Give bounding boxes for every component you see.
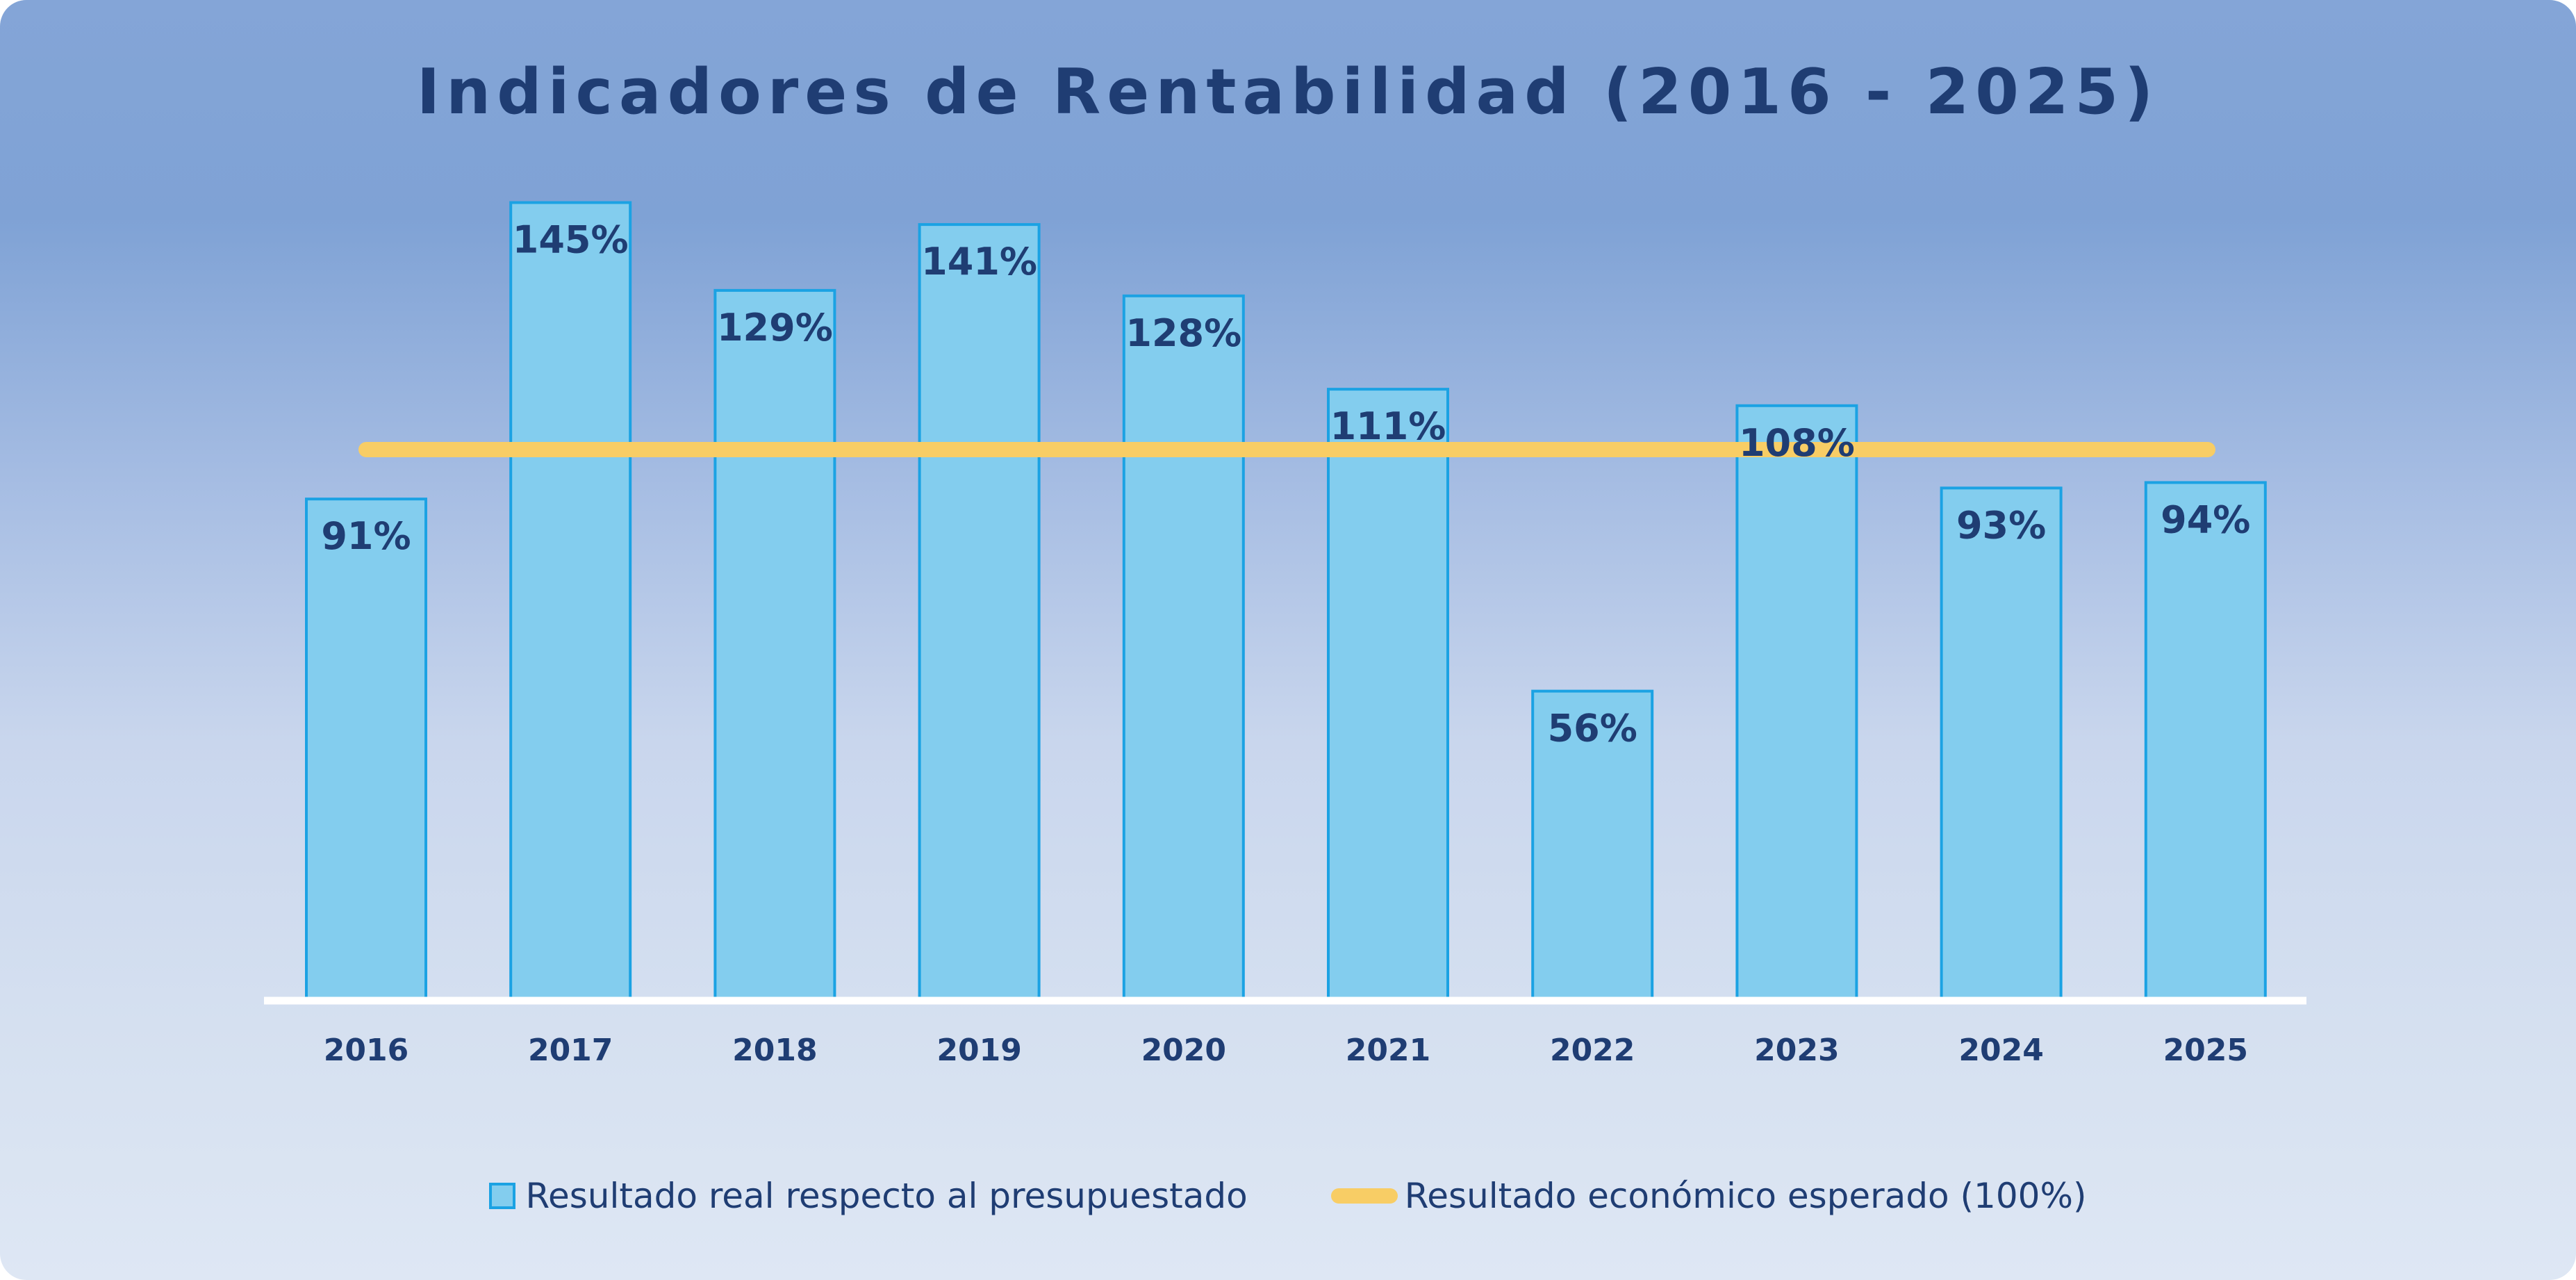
bar-2024 bbox=[1940, 486, 2063, 1000]
legend-bar-swatch bbox=[489, 1183, 516, 1209]
x-tick-label-2025: 2025 bbox=[2163, 1033, 2248, 1068]
legend-item-line: Resultado económico esperado (100%) bbox=[1330, 1176, 2087, 1216]
data-label-2023: 108% bbox=[1739, 421, 1855, 465]
bar-2023 bbox=[1735, 404, 1858, 1000]
bar-2019 bbox=[918, 223, 1041, 1001]
data-label-2019: 141% bbox=[921, 240, 1037, 284]
data-label-2018: 129% bbox=[717, 306, 833, 350]
data-label-2022: 56% bbox=[1548, 707, 1637, 750]
legend-line-swatch bbox=[1330, 1188, 1398, 1204]
x-tick-label-2017: 2017 bbox=[528, 1033, 613, 1068]
bar-2020 bbox=[1122, 294, 1245, 1000]
data-label-2025: 94% bbox=[2161, 498, 2250, 541]
data-label-2020: 128% bbox=[1125, 311, 1241, 355]
x-tick-label-2018: 2018 bbox=[732, 1033, 817, 1068]
bar-2022 bbox=[1531, 689, 1654, 1000]
bar-2016 bbox=[305, 498, 427, 1000]
legend-line-label: Resultado económico esperado (100%) bbox=[1404, 1176, 2087, 1216]
x-tick-label-2023: 2023 bbox=[1754, 1033, 1839, 1068]
x-tick-label-2016: 2016 bbox=[324, 1033, 408, 1068]
legend-bar-label: Resultado real respecto al presupuestado bbox=[525, 1176, 1248, 1216]
data-label-2024: 93% bbox=[1956, 503, 2046, 547]
bar-2018 bbox=[713, 288, 836, 1000]
x-tick-label-2022: 2022 bbox=[1550, 1033, 1635, 1068]
x-tick-label-2021: 2021 bbox=[1346, 1033, 1430, 1068]
bar-2017 bbox=[509, 201, 632, 1000]
x-tick-label-2024: 2024 bbox=[1958, 1033, 2043, 1068]
bar-2025 bbox=[2144, 481, 2267, 1000]
data-label-2017: 145% bbox=[513, 218, 629, 262]
data-label-2021: 111% bbox=[1330, 404, 1446, 448]
x-tick-label-2019: 2019 bbox=[936, 1033, 1021, 1068]
x-tick-label-2020: 2020 bbox=[1141, 1033, 1226, 1068]
legend-item-bars: Resultado real respecto al presupuestado bbox=[489, 1176, 1248, 1216]
legend: Resultado real respecto al presupuestado… bbox=[0, 1176, 2576, 1216]
bar-2021 bbox=[1327, 388, 1449, 1000]
chart-title: Indicadores de Rentabilidad (2016 - 2025… bbox=[416, 56, 2160, 129]
data-label-2016: 91% bbox=[321, 514, 411, 558]
